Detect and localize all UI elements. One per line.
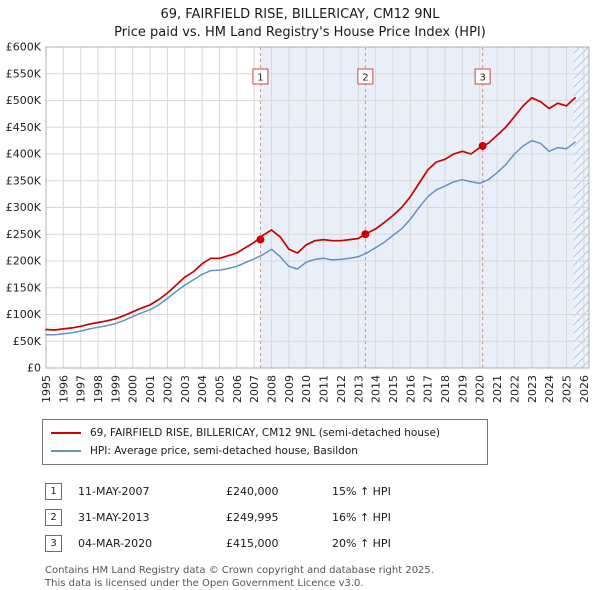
svg-text:£600K: £600K: [6, 41, 42, 54]
legend-item-property: 69, FAIRFIELD RISE, BILLERICAY, CM12 9NL…: [51, 424, 479, 442]
svg-text:1: 1: [257, 73, 263, 84]
svg-text:1995: 1995: [40, 375, 53, 403]
svg-text:2001: 2001: [144, 375, 157, 403]
svg-text:2005: 2005: [213, 375, 226, 403]
footer-line-1: Contains HM Land Registry data © Crown c…: [45, 565, 434, 577]
footer-line-2: This data is licensed under the Open Gov…: [45, 578, 364, 590]
svg-text:£350K: £350K: [6, 174, 42, 187]
svg-text:1997: 1997: [75, 375, 88, 403]
svg-text:2013: 2013: [352, 375, 365, 403]
svg-text:2000: 2000: [127, 375, 140, 403]
svg-text:£450K: £450K: [6, 121, 42, 134]
svg-text:2026: 2026: [578, 375, 591, 403]
svg-text:2019: 2019: [456, 375, 469, 403]
svg-text:2022: 2022: [508, 375, 521, 403]
svg-text:1999: 1999: [109, 375, 122, 403]
table-row: 3 04-MAR-2020 £415,000 20% ↑ HPI: [45, 530, 600, 556]
transaction-hpi-delta: 15% ↑ HPI: [332, 484, 391, 498]
page-title: 69, FAIRFIELD RISE, BILLERICAY, CM12 9NL: [160, 7, 440, 22]
svg-text:2: 2: [362, 73, 368, 84]
svg-text:2010: 2010: [300, 375, 313, 403]
legend: 69, FAIRFIELD RISE, BILLERICAY, CM12 9NL…: [42, 419, 488, 466]
transaction-date: 31-MAY-2013: [78, 510, 150, 524]
transaction-number-badge: 1: [45, 482, 62, 500]
property-line-swatch: [51, 432, 81, 435]
svg-text:2015: 2015: [387, 375, 400, 403]
svg-text:2014: 2014: [370, 375, 383, 403]
svg-text:2003: 2003: [179, 375, 192, 403]
svg-text:2020: 2020: [474, 375, 487, 403]
svg-text:£100K: £100K: [6, 308, 42, 321]
transaction-date: 11-MAY-2007: [78, 484, 150, 498]
license-footer: Contains HM Land Registry data © Crown c…: [45, 564, 600, 590]
svg-text:2012: 2012: [335, 375, 348, 403]
svg-text:£550K: £550K: [6, 67, 42, 80]
svg-text:2008: 2008: [266, 375, 279, 403]
svg-text:£50K: £50K: [13, 335, 42, 348]
svg-text:£300K: £300K: [6, 201, 42, 214]
transaction-number-badge: 2: [45, 508, 62, 526]
transaction-number-badge: 3: [45, 534, 62, 552]
svg-text:£500K: £500K: [6, 94, 42, 107]
transaction-price: £249,995: [226, 510, 279, 524]
transaction-hpi-delta: 20% ↑ HPI: [332, 536, 391, 550]
svg-text:£400K: £400K: [6, 148, 42, 161]
svg-text:2018: 2018: [439, 375, 452, 403]
svg-text:2007: 2007: [248, 375, 261, 403]
svg-text:1998: 1998: [92, 375, 105, 403]
svg-text:2025: 2025: [560, 375, 573, 403]
svg-text:£150K: £150K: [6, 281, 42, 294]
svg-text:2017: 2017: [422, 375, 435, 403]
svg-text:2006: 2006: [231, 375, 244, 403]
legend-label-property: 69, FAIRFIELD RISE, BILLERICAY, CM12 9NL…: [90, 427, 441, 440]
svg-text:2004: 2004: [196, 375, 209, 403]
svg-text:2021: 2021: [491, 375, 504, 403]
table-row: 2 31-MAY-2013 £249,995 16% ↑ HPI: [45, 504, 600, 530]
svg-text:2016: 2016: [404, 375, 417, 403]
svg-text:1996: 1996: [57, 375, 70, 403]
transaction-date: 04-MAR-2020: [78, 536, 153, 550]
chart-subtitle: Price paid vs. HM Land Registry's House …: [114, 24, 486, 40]
hpi-line-swatch: [51, 450, 81, 453]
transaction-price: £415,000: [226, 536, 279, 550]
svg-text:2024: 2024: [543, 375, 556, 403]
legend-label-hpi: HPI: Average price, semi-detached house,…: [90, 445, 358, 458]
svg-text:2002: 2002: [161, 375, 174, 403]
table-row: 1 11-MAY-2007 £240,000 15% ↑ HPI: [45, 478, 600, 504]
svg-text:2011: 2011: [318, 375, 331, 403]
svg-text:2009: 2009: [283, 375, 296, 403]
svg-text:£200K: £200K: [6, 255, 42, 268]
legend-item-hpi: HPI: Average price, semi-detached house,…: [51, 442, 479, 460]
transaction-hpi-delta: 16% ↑ HPI: [332, 510, 391, 524]
svg-text:3: 3: [479, 73, 485, 84]
chart-header: 69, FAIRFIELD RISE, BILLERICAY, CM12 9NL…: [0, 0, 600, 41]
svg-text:2023: 2023: [526, 375, 539, 403]
svg-text:£0: £0: [27, 362, 41, 375]
svg-text:£250K: £250K: [6, 228, 42, 241]
transaction-price: £240,000: [226, 484, 279, 498]
transactions-table: 1 11-MAY-2007 £240,000 15% ↑ HPI 2 31-MA…: [45, 478, 600, 556]
price-history-chart: 1 2 3 £0 £50K £100K £150K £200K £250K £300K £350K £…: [6, 41, 591, 403]
